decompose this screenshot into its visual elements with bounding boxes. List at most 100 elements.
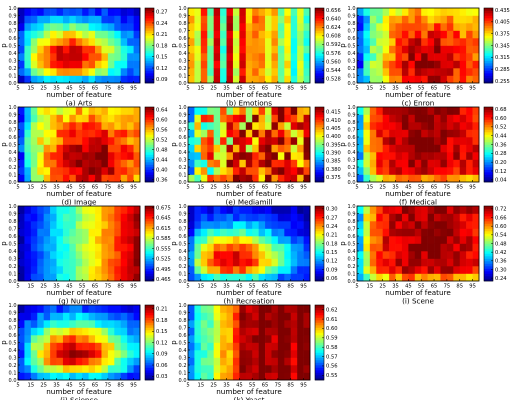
- colorbar-tick-label: 0.555: [156, 246, 171, 252]
- colorbar-segment: [484, 8, 493, 11]
- heatmap-cell: [271, 335, 279, 343]
- colorbar-segment: [145, 251, 154, 254]
- heatmap-cell: [226, 159, 234, 168]
- heatmap-cell: [37, 305, 44, 313]
- heatmap-cell: [252, 107, 259, 115]
- colorbar-segment: [484, 48, 493, 51]
- heatmap-cell: [258, 350, 266, 358]
- heatmap-cell: [414, 137, 422, 145]
- heatmap-cell: [446, 107, 454, 115]
- heatmap-cell: [82, 236, 89, 244]
- x-tick-label: 35: [223, 383, 230, 389]
- heatmap-cell: [194, 15, 202, 24]
- heatmap-cell: [88, 167, 96, 175]
- colorbar-tick-label: 0.415: [326, 110, 341, 116]
- heatmap-cell: [18, 30, 25, 39]
- heatmap-cell: [421, 251, 428, 259]
- colorbar-tick-label: 0.375: [326, 175, 341, 181]
- x-tick-label: 35: [223, 86, 230, 92]
- heatmap-cell: [232, 372, 240, 381]
- heatmap-cell: [389, 53, 396, 61]
- heatmap-cell: [101, 335, 109, 343]
- heatmap-cell: [220, 312, 227, 321]
- heatmap-cell: [226, 45, 234, 54]
- heatmap-cell: [284, 8, 292, 16]
- y-tick-label: 1.0: [179, 105, 187, 111]
- heatmap-cell: [239, 312, 247, 321]
- heatmap-cell: [37, 45, 44, 54]
- heatmap-cell: [213, 114, 221, 123]
- heatmap-cell: [30, 312, 38, 321]
- y-tick-label: 0.3: [179, 256, 187, 262]
- heatmap-cell: [427, 137, 435, 145]
- heatmap-cell: [37, 167, 44, 175]
- heatmap-cell: [50, 159, 57, 168]
- colorbar-segment: [315, 320, 324, 323]
- colorbar-segment: [484, 162, 493, 165]
- colorbar-tick-label: 0.576: [326, 51, 341, 57]
- y-tick-label: 0.6: [179, 135, 187, 141]
- heatmap-cell: [376, 144, 383, 153]
- heatmap-cell: [265, 129, 272, 138]
- heatmap-cell: [95, 305, 102, 313]
- heatmap-cell: [453, 236, 461, 244]
- heatmap-cell: [207, 144, 214, 153]
- heatmap-cell: [114, 206, 122, 214]
- colorbar-segment: [484, 25, 493, 29]
- heatmap-cell: [466, 107, 473, 115]
- heatmap-cell: [408, 206, 416, 214]
- heatmap-cell: [376, 174, 383, 183]
- colorbar-segment: [484, 233, 493, 237]
- heatmap-cell: [207, 327, 214, 336]
- heatmap-cell: [101, 144, 109, 153]
- heatmap-cell: [376, 258, 383, 267]
- heatmap-cell: [427, 114, 435, 123]
- heatmap-cell: [382, 174, 390, 183]
- heatmap-cell: [466, 251, 473, 259]
- heatmap-cell: [127, 53, 134, 61]
- heatmap-cell: [50, 144, 57, 153]
- heatmap-cell: [56, 266, 64, 274]
- heatmap-cell: [421, 75, 428, 84]
- y-tick-label: 0.5: [179, 142, 187, 148]
- heatmap-cell: [395, 23, 403, 31]
- heatmap-cell: [133, 228, 141, 237]
- heatmap-cell: [50, 357, 57, 366]
- heatmap-cell: [466, 8, 473, 16]
- heatmap-cell: [37, 30, 44, 39]
- colorbar-segment: [315, 78, 324, 81]
- heatmap-cell: [114, 167, 122, 175]
- heatmap-cell: [290, 45, 298, 54]
- heatmap-cell: [395, 30, 403, 39]
- heatmap-cell: [200, 122, 208, 130]
- colorbar-segment: [145, 375, 154, 378]
- heatmap-cell: [245, 114, 253, 123]
- heatmap-cell: [466, 53, 473, 61]
- heatmap-cell: [207, 258, 214, 267]
- colorbar-segment: [145, 25, 154, 29]
- heatmap-cell: [389, 75, 396, 84]
- x-tick-label: 25: [379, 185, 386, 191]
- colorbar-segment: [145, 320, 154, 323]
- heatmap-cell: [194, 23, 202, 31]
- heatmap-cell: [101, 221, 109, 229]
- colorbar-segment: [484, 45, 493, 49]
- heatmap-cell: [62, 365, 70, 373]
- heatmap-cell: [30, 60, 38, 69]
- heatmap-cell: [357, 15, 364, 24]
- heatmap-cell: [284, 305, 292, 313]
- heatmap-cell: [120, 273, 128, 282]
- heatmap-cell: [357, 107, 364, 115]
- heatmap-cell: [252, 60, 259, 69]
- heatmap-cell: [389, 137, 396, 145]
- colorbar-segment: [145, 337, 154, 341]
- x-tick-label: 5: [186, 284, 189, 290]
- y-tick-label: 0.6: [179, 234, 187, 240]
- x-tick-label: 65: [92, 185, 99, 191]
- heatmap-cell: [50, 236, 57, 244]
- colorbar-segment: [145, 70, 154, 74]
- heatmap-cell: [207, 38, 214, 46]
- heatmap-cell: [50, 75, 57, 84]
- heatmap-cell: [303, 174, 311, 183]
- heatmap-cell: [239, 60, 247, 69]
